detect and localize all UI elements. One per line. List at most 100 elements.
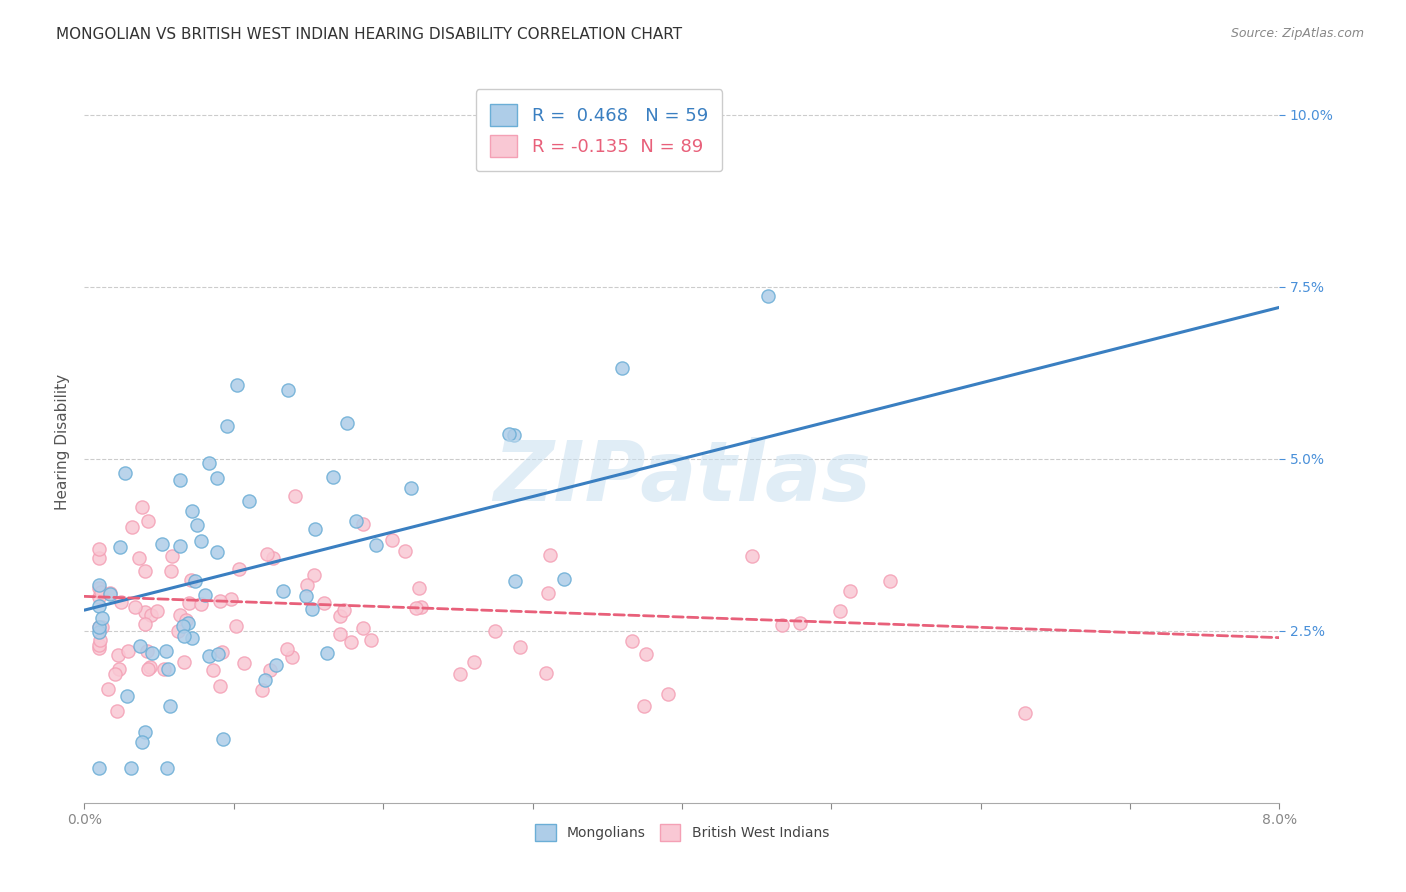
- Point: [1014, 706, 1036, 721]
- Point: [108, 540, 131, 554]
- Point: [281, 650, 304, 665]
- Point: [205, 470, 228, 484]
- Point: [266, 657, 288, 672]
- Point: [136, 662, 159, 676]
- Point: [284, 489, 307, 503]
- Point: [198, 456, 221, 470]
- Point: [183, 574, 205, 589]
- Point: [104, 667, 127, 681]
- Point: [304, 522, 326, 536]
- Point: [312, 596, 335, 610]
- Point: [252, 683, 274, 698]
- Point: [339, 634, 361, 648]
- Point: [186, 517, 208, 532]
- Point: [322, 470, 344, 484]
- Point: [205, 545, 228, 559]
- Point: [105, 704, 128, 718]
- Point: [98, 585, 121, 599]
- Point: [90, 611, 112, 625]
- Point: [789, 616, 811, 631]
- Text: Source: ZipAtlas.com: Source: ZipAtlas.com: [1230, 27, 1364, 40]
- Point: [91, 620, 114, 634]
- Point: [169, 474, 191, 488]
- Point: [156, 761, 179, 775]
- Legend: Mongolians, British West Indians: Mongolians, British West Indians: [529, 818, 835, 847]
- Text: ZIPatlas: ZIPatlas: [494, 437, 870, 518]
- Point: [155, 644, 177, 658]
- Point: [89, 638, 111, 652]
- Point: [621, 634, 644, 648]
- Point: [399, 481, 422, 495]
- Point: [333, 603, 356, 617]
- Point: [172, 618, 194, 632]
- Point: [152, 537, 174, 551]
- Point: [89, 632, 111, 647]
- Point: [197, 649, 219, 664]
- Point: [136, 644, 159, 658]
- Point: [207, 648, 229, 662]
- Point: [136, 514, 159, 528]
- Point: [131, 734, 153, 748]
- Point: [271, 584, 294, 599]
- Point: [610, 361, 633, 376]
- Point: [117, 689, 139, 703]
- Point: [159, 699, 181, 714]
- Point: [295, 577, 318, 591]
- Point: [180, 574, 202, 588]
- Point: [276, 642, 298, 657]
- Point: [181, 503, 204, 517]
- Point: [138, 660, 160, 674]
- Point: [463, 655, 485, 669]
- Point: [89, 619, 111, 633]
- Point: [107, 648, 129, 662]
- Point: [162, 549, 184, 563]
- Point: [381, 533, 404, 547]
- Point: [173, 655, 195, 669]
- Point: [114, 466, 136, 480]
- Point: [166, 624, 188, 639]
- Point: [405, 600, 427, 615]
- Point: [159, 565, 181, 579]
- Point: [211, 645, 233, 659]
- Point: [89, 590, 111, 604]
- Point: [839, 583, 862, 598]
- Point: [134, 605, 156, 619]
- Point: [141, 646, 163, 660]
- Point: [633, 698, 655, 713]
- Point: [181, 631, 204, 645]
- Point: [329, 608, 352, 623]
- Point: [146, 604, 169, 618]
- Point: [449, 666, 471, 681]
- Point: [394, 543, 416, 558]
- Point: [190, 533, 212, 548]
- Point: [97, 682, 120, 697]
- Point: [108, 662, 131, 676]
- Point: [360, 633, 382, 648]
- Point: [117, 644, 139, 658]
- Y-axis label: Hearing Disability: Hearing Disability: [55, 374, 70, 509]
- Point: [90, 584, 112, 599]
- Point: [259, 663, 281, 677]
- Point: [89, 640, 111, 655]
- Point: [169, 539, 191, 553]
- Point: [253, 673, 276, 687]
- Point: [225, 378, 247, 392]
- Point: [89, 551, 111, 566]
- Point: [89, 582, 111, 596]
- Point: [120, 761, 142, 775]
- Point: [315, 646, 337, 660]
- Point: [110, 595, 132, 609]
- Point: [344, 514, 367, 528]
- Point: [238, 494, 260, 508]
- Point: [484, 624, 506, 638]
- Point: [208, 593, 231, 607]
- Point: [277, 383, 299, 397]
- Point: [89, 761, 111, 775]
- Point: [225, 618, 247, 632]
- Text: MONGOLIAN VS BRITISH WEST INDIAN HEARING DISABILITY CORRELATION CHART: MONGOLIAN VS BRITISH WEST INDIAN HEARING…: [56, 27, 682, 42]
- Point: [336, 416, 359, 430]
- Point: [352, 622, 374, 636]
- Point: [139, 607, 162, 622]
- Point: [124, 599, 146, 614]
- Point: [177, 616, 200, 631]
